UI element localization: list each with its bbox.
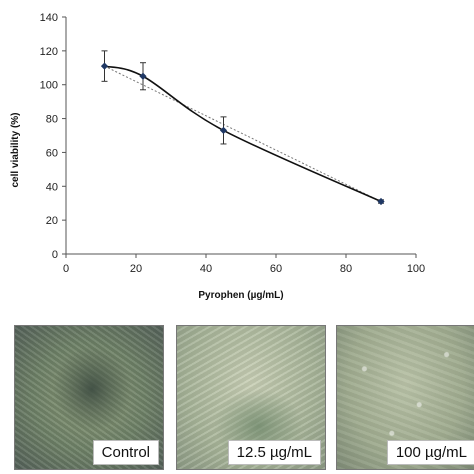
y-tick-label: 0 [52,249,58,261]
x-axis-title: Pyrophen (µg/mL) [198,290,283,301]
x-tick-label: 80 [340,263,352,275]
data-point [139,72,147,80]
y-tick-label: 20 [46,215,58,227]
x-tick-label: 0 [63,263,69,275]
x-tick-label: 100 [407,263,425,275]
y-tick-label: 100 [40,80,58,92]
trendline [104,65,382,202]
series-line [104,65,382,203]
chart-plot-area [100,50,385,206]
y-tick-label: 80 [46,114,58,126]
micrograph-label: 12.5 µg/mL [227,440,321,465]
micrograph-12-5: 12.5 µg/mL [176,325,326,470]
y-tick-label: 60 [46,147,58,159]
data-point [377,197,385,206]
y-axis-title: cell viability (%) [10,112,21,187]
micrograph-control: Control [14,325,164,470]
y-tick-label: 120 [40,46,58,58]
chart-axes [65,17,416,255]
micrograph-label: 100 µg/mL [386,440,474,465]
chart-ticks: 0 20 40 60 80 100 0 20 40 60 80 100 120 140 [40,12,426,275]
micrograph-100: 100 µg/mL [336,325,474,470]
micrograph-label: Control [92,440,159,465]
x-tick-label: 20 [130,263,142,275]
chart: 0 20 40 60 80 100 0 20 40 60 80 100 120 140 Pyrophen … [10,12,426,301]
y-tick-label: 40 [46,181,58,193]
y-tick-label: 140 [40,12,58,24]
data-point [219,126,228,135]
data-point [100,62,109,70]
x-tick-label: 40 [200,263,212,275]
x-tick-label: 60 [270,263,282,275]
